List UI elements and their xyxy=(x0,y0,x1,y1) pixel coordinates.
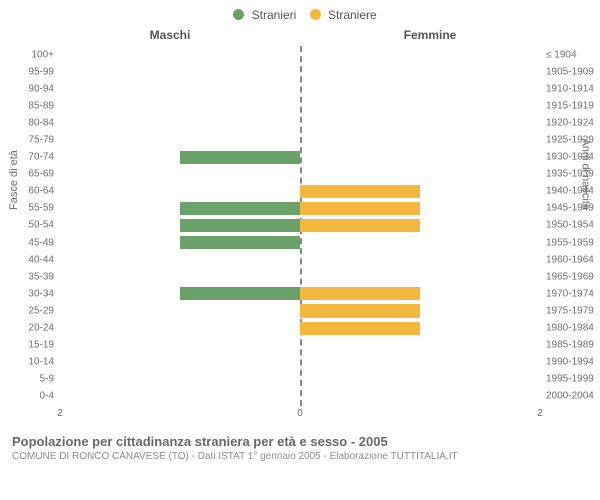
bar-female xyxy=(300,202,420,215)
age-label: 95-99 xyxy=(28,66,60,77)
age-label: 10-14 xyxy=(28,357,60,368)
x-tick: 2 xyxy=(537,408,543,419)
pyramid-row: 70-741930-1934 xyxy=(60,149,540,166)
x-axis: 2 0 2 xyxy=(60,406,540,424)
birth-label: 1915-1919 xyxy=(540,100,594,111)
bar-male xyxy=(180,151,300,164)
bar-male xyxy=(180,219,300,232)
pyramid-row: 20-241980-1984 xyxy=(60,320,540,337)
birth-label: 2000-2004 xyxy=(540,391,594,402)
birth-label: 1980-1984 xyxy=(540,323,594,334)
bar-male xyxy=(180,236,300,249)
pyramid-row: 50-541950-1954 xyxy=(60,217,540,234)
birth-label: 1925-1929 xyxy=(540,135,594,146)
chart-subtitle: COMUNE DI RONCO CANAVESE (TO) - Dati IST… xyxy=(12,451,588,462)
age-label: 85-89 xyxy=(28,100,60,111)
legend: Stranieri Straniere xyxy=(0,0,600,22)
age-label: 75-79 xyxy=(28,135,60,146)
age-label: 0-4 xyxy=(40,391,60,402)
age-label: 100+ xyxy=(31,49,60,60)
birth-label: 1905-1909 xyxy=(540,66,594,77)
pyramid-row: 40-441960-1964 xyxy=(60,251,540,268)
age-label: 50-54 xyxy=(28,220,60,231)
bar-male xyxy=(180,202,300,215)
age-label: 15-19 xyxy=(28,340,60,351)
birth-label: 1975-1979 xyxy=(540,305,594,316)
pyramid-row: 55-591945-1949 xyxy=(60,200,540,217)
birth-label: 1950-1954 xyxy=(540,220,594,231)
birth-label: 1985-1989 xyxy=(540,340,594,351)
birth-label: 1945-1949 xyxy=(540,203,594,214)
bar-female xyxy=(300,322,420,335)
pyramid-row: 65-691935-1939 xyxy=(60,166,540,183)
bar-female xyxy=(300,185,420,198)
age-label: 65-69 xyxy=(28,169,60,180)
birth-label: 1995-1999 xyxy=(540,374,594,385)
pyramid-row: 35-391965-1969 xyxy=(60,268,540,285)
age-label: 20-24 xyxy=(28,323,60,334)
column-titles: Maschi Femmine xyxy=(0,28,600,42)
birth-label: ≤ 1904 xyxy=(540,49,577,60)
pyramid-row: 80-841920-1924 xyxy=(60,114,540,131)
birth-label: 1920-1924 xyxy=(540,117,594,128)
birth-label: 1970-1974 xyxy=(540,288,594,299)
legend-dot-male xyxy=(233,9,244,20)
age-label: 80-84 xyxy=(28,117,60,128)
age-label: 90-94 xyxy=(28,83,60,94)
birth-label: 1940-1944 xyxy=(540,186,594,197)
pyramid-row: 75-791925-1929 xyxy=(60,131,540,148)
birth-label: 1990-1994 xyxy=(540,357,594,368)
legend-dot-female xyxy=(310,9,321,20)
x-tick: 0 xyxy=(297,408,303,419)
pyramid-row: 45-491955-1959 xyxy=(60,234,540,251)
age-label: 25-29 xyxy=(28,305,60,316)
age-label: 45-49 xyxy=(28,237,60,248)
age-label: 5-9 xyxy=(40,374,60,385)
pyramid-row: 30-341970-1974 xyxy=(60,285,540,302)
bar-female xyxy=(300,304,420,317)
bar-female xyxy=(300,219,420,232)
birth-label: 1960-1964 xyxy=(540,254,594,265)
age-label: 40-44 xyxy=(28,254,60,265)
pyramid-row: 10-141990-1994 xyxy=(60,354,540,371)
birth-label: 1955-1959 xyxy=(540,237,594,248)
age-label: 60-64 xyxy=(28,186,60,197)
pyramid-row: 60-641940-1944 xyxy=(60,183,540,200)
pyramid-row: 25-291975-1979 xyxy=(60,302,540,319)
bar-female xyxy=(300,287,420,300)
birth-label: 1935-1939 xyxy=(540,169,594,180)
birth-label: 1930-1934 xyxy=(540,152,594,163)
column-title-female: Femmine xyxy=(300,28,600,42)
pyramid-row: 0-42000-2004 xyxy=(60,388,540,405)
chart-title: Popolazione per cittadinanza straniera p… xyxy=(12,434,588,449)
y-axis-title-left: Fasce di età xyxy=(8,150,20,210)
age-label: 70-74 xyxy=(28,152,60,163)
birth-label: 1910-1914 xyxy=(540,83,594,94)
pyramid-row: 100+≤ 1904 xyxy=(60,46,540,63)
pyramid-row: 85-891915-1919 xyxy=(60,97,540,114)
bar-male xyxy=(180,287,300,300)
age-label: 30-34 xyxy=(28,288,60,299)
pyramid-row: 5-91995-1999 xyxy=(60,371,540,388)
legend-label-male: Stranieri xyxy=(252,8,297,22)
pyramid-chart: 100+≤ 190495-991905-190990-941910-191485… xyxy=(60,46,540,406)
column-title-male: Maschi xyxy=(0,28,300,42)
x-tick: 2 xyxy=(57,408,63,419)
pyramid-row: 95-991905-1909 xyxy=(60,63,540,80)
birth-label: 1965-1969 xyxy=(540,271,594,282)
age-label: 55-59 xyxy=(28,203,60,214)
pyramid-row: 15-191985-1989 xyxy=(60,337,540,354)
pyramid-row: 90-941910-1914 xyxy=(60,80,540,97)
legend-label-female: Straniere xyxy=(328,8,377,22)
age-label: 35-39 xyxy=(28,271,60,282)
